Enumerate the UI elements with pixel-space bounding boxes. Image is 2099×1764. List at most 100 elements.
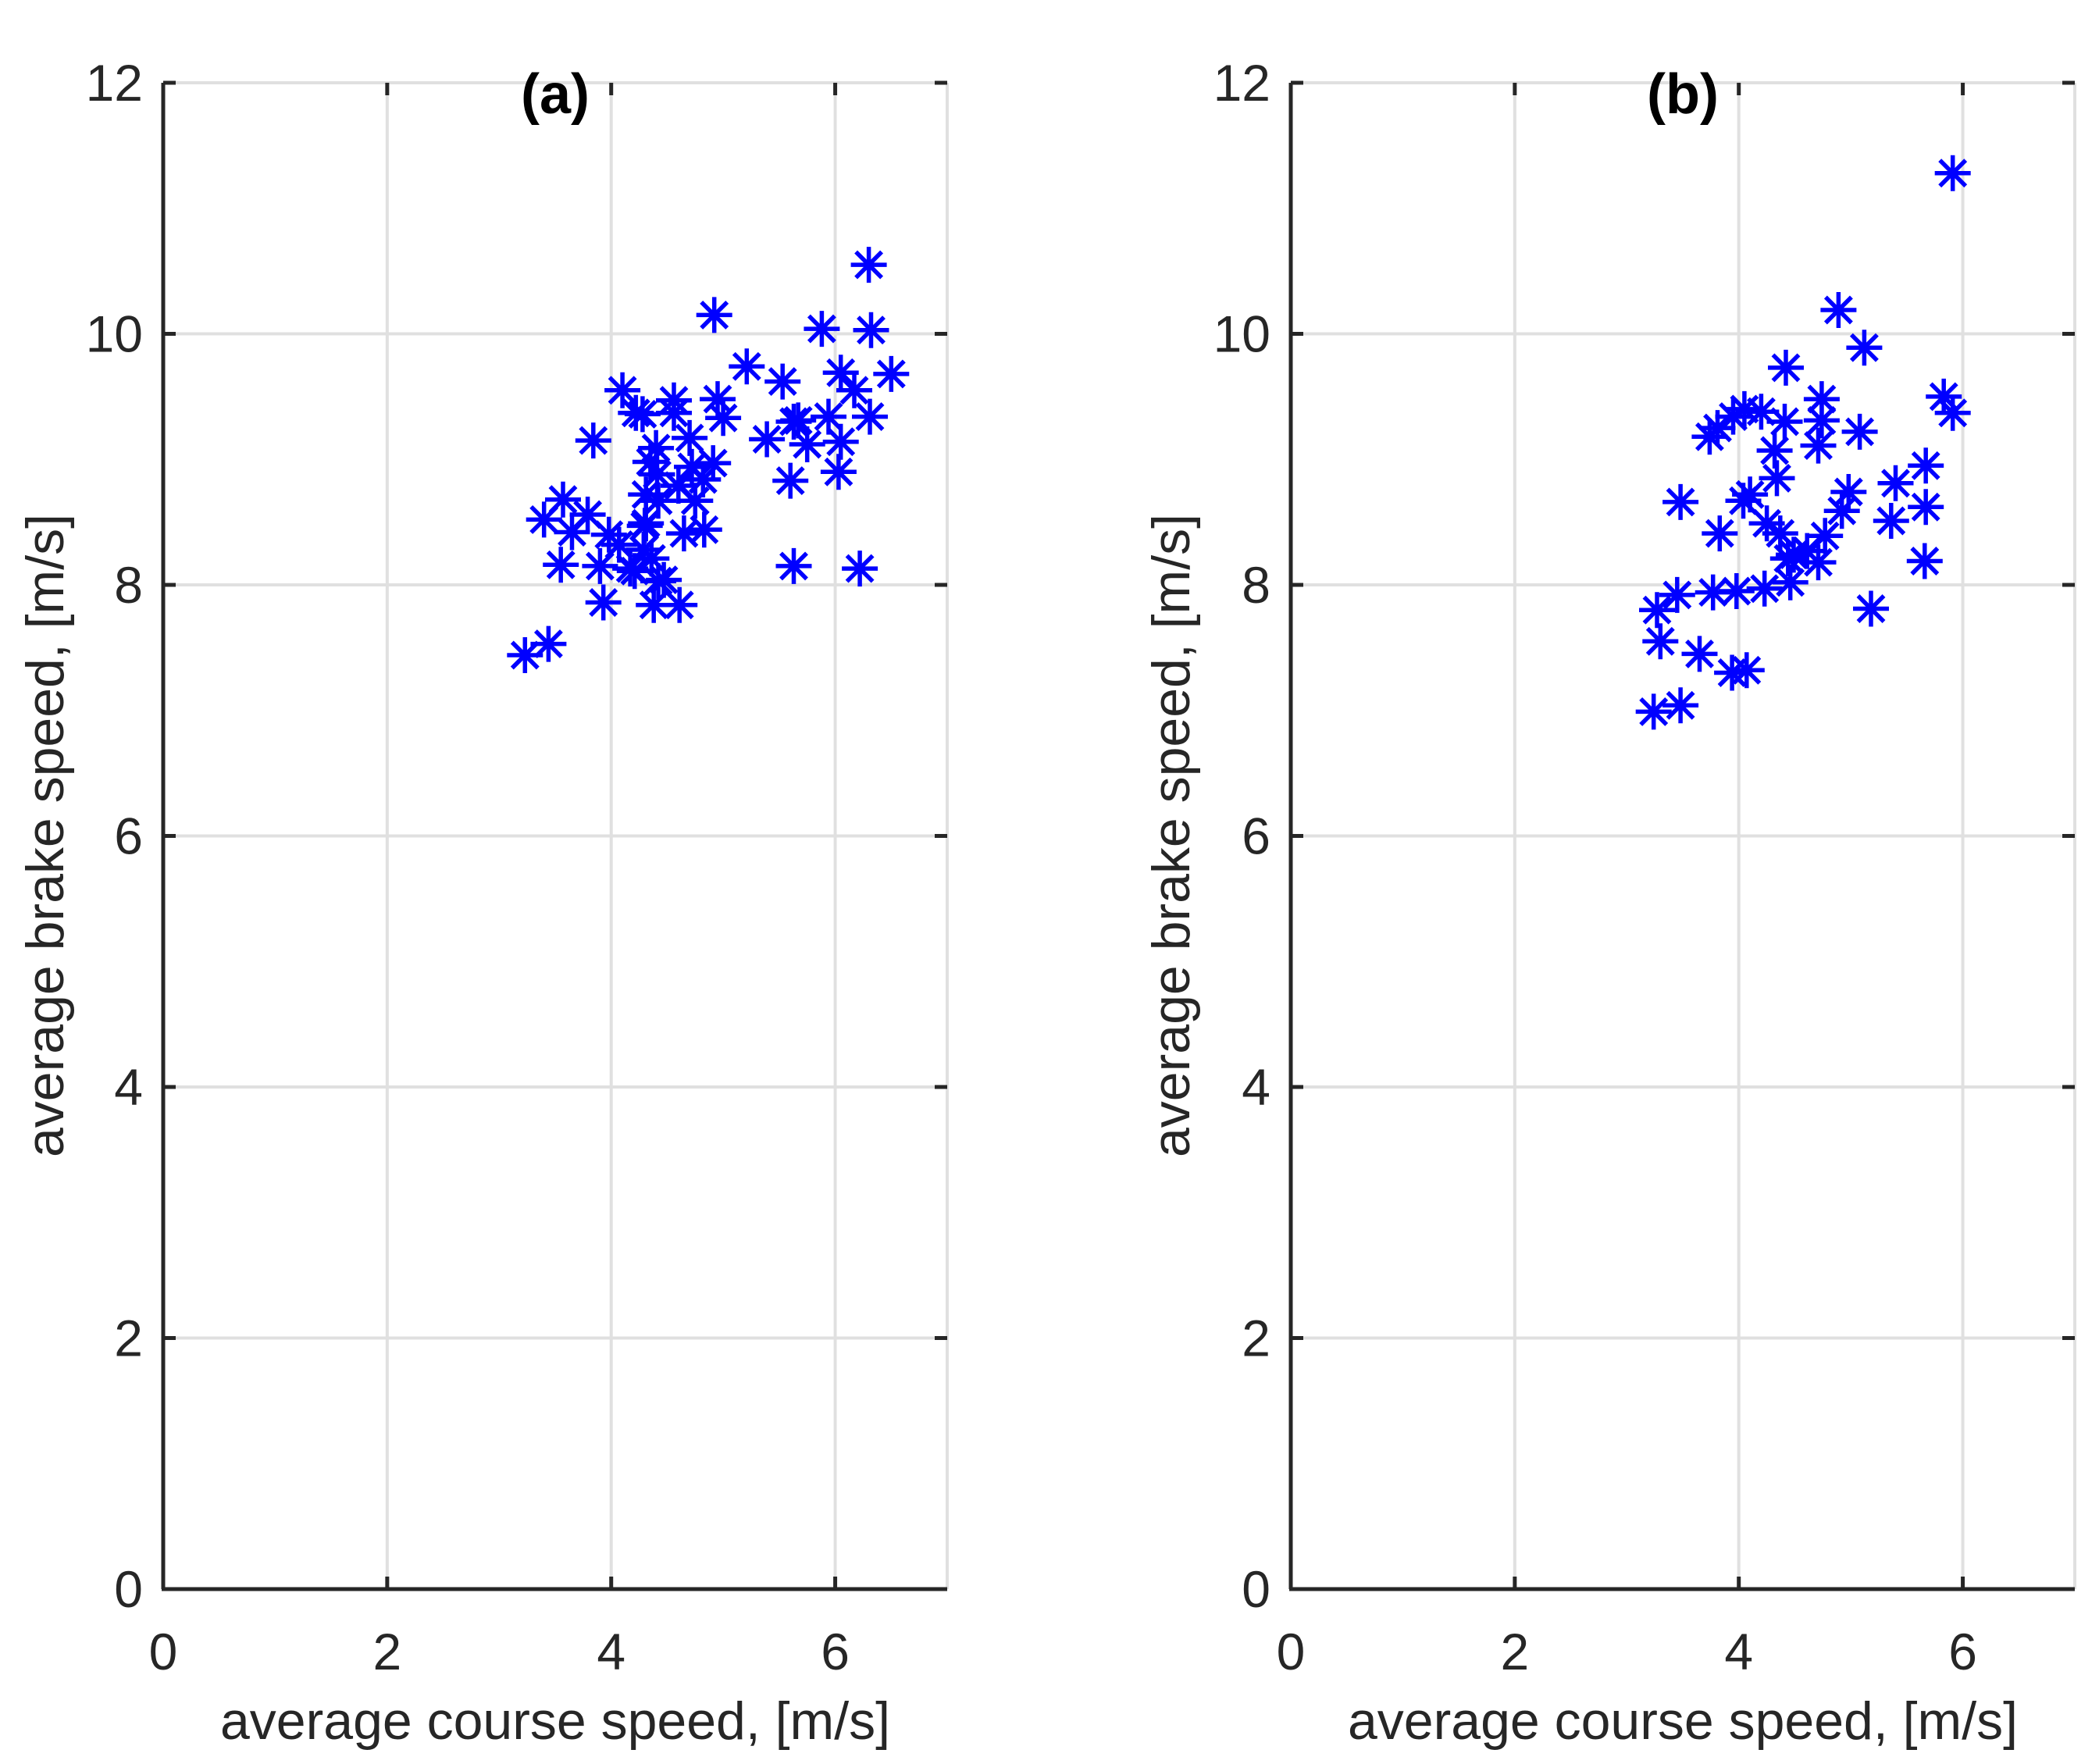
data-point-marker: [626, 508, 663, 544]
data-point-marker: [873, 355, 910, 392]
data-point-marker: [1699, 410, 1736, 447]
x-tick-label: 6: [1948, 1623, 1977, 1680]
data-point-marker: [1662, 687, 1699, 724]
data-point-marker: [656, 394, 692, 431]
data-point-marker: [1908, 447, 1944, 484]
data-point-marker: [780, 402, 817, 439]
subplot-b-yaxis-label: average brake speed, [m/s]: [1142, 514, 1201, 1158]
y-tick-label: 4: [114, 1058, 143, 1116]
x-tick-label: 2: [1500, 1623, 1529, 1680]
data-point-marker: [1746, 570, 1783, 607]
x-tick-label: 4: [597, 1623, 625, 1680]
y-tick-label: 12: [1213, 54, 1270, 112]
data-point-marker: [749, 421, 786, 458]
data-point-marker: [696, 297, 732, 333]
data-point-marker: [1906, 543, 1943, 579]
tick-marks: [161, 80, 947, 1591]
data-point-marker: [636, 586, 672, 623]
y-tick-label: 10: [1213, 305, 1270, 363]
data-point-marker: [672, 419, 708, 456]
data-point-marker: [530, 625, 567, 662]
data-point-marker: [705, 400, 742, 437]
data-point-marker: [1718, 573, 1755, 609]
data-point-marker: [729, 348, 765, 385]
data-point-marker: [661, 586, 698, 623]
data-point-marker: [775, 547, 812, 584]
data-point-marker: [764, 363, 801, 400]
data-point-marker: [1768, 349, 1804, 386]
data-point-marker: [1762, 515, 1798, 552]
data-point-marker: [1820, 292, 1857, 328]
y-tick-label: 0: [114, 1560, 143, 1618]
data-point-marker: [628, 476, 665, 513]
y-tick-label: 2: [114, 1310, 143, 1367]
x-tick-labels: 0 2 4 6: [149, 1623, 850, 1680]
subplot-a-yaxis-label: average brake speed, [m/s]: [16, 514, 75, 1158]
data-point-marker: [811, 398, 846, 435]
subplot-a: 0 2 4 6 0 2 4 6 8 10 12 (a) average course speed, …: [16, 54, 949, 1751]
data-point-marker: [1639, 592, 1675, 629]
data-point-marker: [1759, 460, 1795, 497]
data-point-marker: [1846, 330, 1883, 366]
x-tick-label: 0: [149, 1623, 178, 1680]
data-point-marker: [1728, 652, 1765, 689]
data-point-marker: [1662, 483, 1699, 520]
data-point-marker: [852, 398, 888, 435]
y-tick-label: 8: [114, 556, 143, 614]
y-tick-labels: 0 2 4 6 8 10 12: [86, 54, 143, 1618]
data-point-marker: [1877, 465, 1914, 501]
subplot-a-plot-area: 0 2 4 6 0 2 4 6 8 10 12: [86, 54, 949, 1680]
subplot-a-xaxis-label: average course speed, [m/s]: [219, 1691, 890, 1751]
data-point-marker: [842, 551, 878, 587]
x-tick-label: 4: [1724, 1623, 1753, 1680]
subplot-b-title: (b): [1647, 62, 1719, 126]
data-point-marker: [822, 355, 859, 391]
data-point-marker: [1702, 515, 1738, 552]
data-point-marker: [1681, 636, 1718, 672]
data-point-marker: [853, 312, 889, 348]
data-point-marker: [1732, 476, 1769, 513]
data-point-marker: [600, 526, 637, 563]
gridlines: [1291, 81, 2076, 1589]
y-tick-label: 0: [1242, 1560, 1270, 1618]
data-point-marker: [1807, 518, 1844, 554]
data-point-marker: [820, 454, 857, 490]
data-point-marker: [1756, 433, 1793, 469]
data-point-marker: [1908, 489, 1944, 526]
data-point-marker: [700, 381, 736, 418]
x-tick-label: 2: [372, 1623, 401, 1680]
data-point-marker: [685, 461, 722, 497]
data-point-marker: [638, 429, 675, 466]
data-point-marker: [1873, 503, 1909, 539]
data-point-marker: [624, 396, 661, 433]
subplot-b-plot-area: 0 2 4 6 0 2 4 6 8 10 12: [1213, 54, 2076, 1680]
data-point-marker: [545, 481, 581, 518]
data-point-marker: [1853, 590, 1889, 627]
data-point-marker: [1659, 576, 1695, 613]
data-point-marker: [1830, 474, 1867, 510]
subplot-b-xaxis-label: average course speed, [m/s]: [1347, 1691, 2018, 1751]
y-tick-label: 8: [1242, 556, 1270, 614]
data-point-marker: [585, 584, 622, 621]
y-tick-label: 10: [86, 305, 143, 363]
x-tick-label: 0: [1277, 1623, 1306, 1680]
data-point-marker: [1841, 413, 1878, 450]
data-point-marker: [1766, 404, 1803, 440]
data-point-marker: [1800, 544, 1837, 581]
data-point-marker: [543, 547, 579, 583]
data-point-marker: [1800, 427, 1837, 464]
markers: [1635, 155, 1971, 730]
gridlines: [163, 81, 949, 1589]
data-point-marker: [686, 511, 722, 548]
data-point-marker: [772, 462, 809, 499]
y-tick-labels: 0 2 4 6 8 10 12: [1213, 54, 1270, 1618]
data-point-marker: [1934, 155, 1971, 191]
data-point-marker: [575, 422, 611, 459]
y-tick-label: 12: [86, 54, 143, 112]
data-point-marker: [836, 372, 872, 408]
data-point-marker: [1934, 394, 1971, 431]
data-point-marker: [804, 311, 840, 347]
y-tick-label: 6: [114, 807, 143, 865]
data-point-marker: [1635, 693, 1672, 730]
